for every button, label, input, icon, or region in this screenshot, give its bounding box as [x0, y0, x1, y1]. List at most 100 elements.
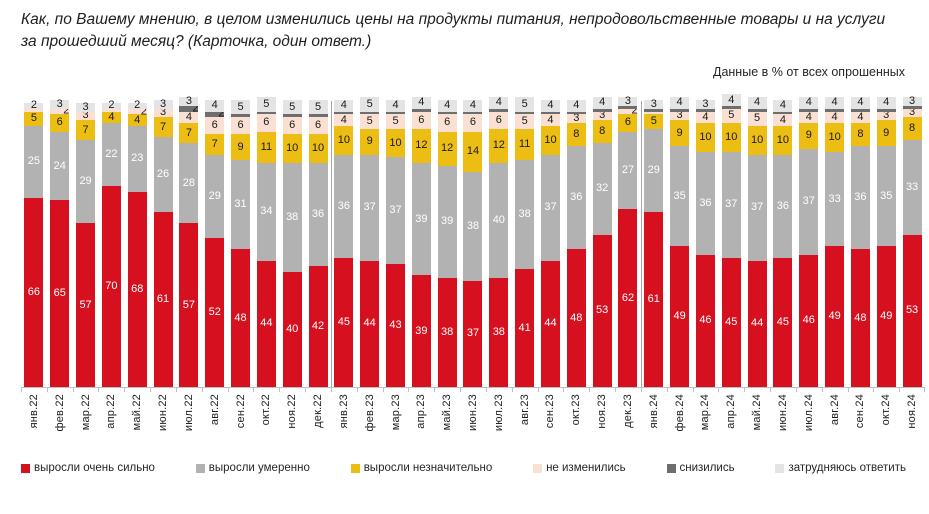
bar-slot-июл.24: 46 37 9 4 4 [796, 97, 822, 387]
stacked-bar-июл.22: 57 28 7 4 2 3 [179, 95, 199, 387]
stacked-bar-авг.23: 41 38 11 5 5 [515, 97, 535, 387]
bar-segment: 36 [773, 154, 793, 258]
axis-tick [899, 388, 901, 392]
x-axis-label-окт.22: окт.22 [253, 394, 279, 450]
bar-segment: 36 [695, 151, 715, 255]
bar-segment: 5 [386, 114, 405, 129]
x-axis-label-text: авг.22 [208, 394, 221, 426]
bar-segment: 31 [231, 160, 251, 250]
legend-item: выросли незначительно [350, 462, 492, 474]
bar-segment: 49 [670, 246, 690, 387]
bar-segment: 37 [799, 148, 819, 255]
bar-segment: 5 [308, 100, 328, 115]
x-axis-label-text: апр.22 [105, 394, 118, 429]
stacked-bar-янв.24: 61 29 5 3 [644, 98, 664, 387]
stacked-bar-янв.22: 66 25 5 2 [24, 100, 44, 387]
bar-segment [437, 111, 457, 115]
stacked-bar-ноя.22: 40 38 10 6 5 [282, 100, 302, 387]
bar-segment: 49 [876, 246, 896, 387]
bar-segment: 4 [540, 100, 560, 112]
stacked-bar-окт.24: 49 35 9 3 4 [876, 97, 896, 387]
bar-segment: 2 [24, 100, 44, 111]
bar-segment: 12 [437, 131, 457, 167]
bar-segment: 5 [360, 114, 380, 129]
x-axis-label-июл.24: июл.24 [796, 394, 822, 450]
bar-segment: 44 [747, 260, 767, 387]
bar-segment [489, 108, 509, 112]
bar-segment: 34 [256, 163, 276, 261]
x-axis-label-text: мар.23 [389, 394, 402, 431]
x-axis-label-text: окт.23 [570, 394, 583, 426]
x-axis-label-ноя.22: ноя.22 [279, 394, 305, 450]
bar-segment: 3 [902, 95, 922, 106]
x-axis-label-май.23: май.23 [434, 394, 460, 450]
bar-segment: 4 [101, 111, 121, 123]
axis-tick [847, 388, 849, 392]
axis-tick [924, 388, 925, 392]
bar-segment: 4 [721, 94, 741, 106]
stacked-bar-ноя.24: 53 33 8 3 3 [902, 95, 922, 387]
bar-segment: 3 [50, 98, 70, 109]
x-axis-label-text: янв.22 [27, 394, 40, 429]
bar-segment: 35 [670, 145, 690, 247]
x-axis-label-окт.23: окт.23 [563, 394, 589, 450]
bar-segment: 6 [411, 111, 431, 129]
bar-segment: 4 [179, 111, 199, 123]
bar-segment [644, 108, 664, 112]
bar-segment: 33 [825, 151, 845, 247]
bar-slot-фев.23: 44 37 9 5 5 [357, 97, 383, 387]
bar-segment: 57 [76, 223, 96, 387]
bar-segment: 36 [566, 145, 586, 250]
bar-slot-апр.22: 70 22 4 2 [98, 100, 124, 387]
bar-slot-окт.24: 49 35 9 3 4 [873, 97, 899, 387]
bar-segment: 2 [101, 100, 121, 111]
bar-segment: 2 [50, 105, 69, 116]
bar-segment: 46 [799, 254, 819, 387]
bar-slot-авг.22: 52 29 7 6 2 4 [202, 100, 228, 387]
bar-segment: 37 [747, 154, 767, 261]
stacked-bar-май.23: 38 39 12 6 4 [437, 100, 457, 387]
x-axis-label-text: сен.24 [854, 394, 867, 429]
x-axis-label-июл.23: июл.23 [486, 394, 512, 450]
bar-segment [721, 105, 741, 109]
legend-swatch-icon [195, 463, 205, 473]
legend-item: затрудняюсь ответить [775, 462, 906, 474]
stacked-bar-фев.24: 49 35 9 3 4 [670, 97, 690, 387]
x-axis-label-дек.23: дек.23 [615, 394, 641, 450]
bar-segment: 5 [515, 97, 535, 112]
axis-tick [537, 388, 539, 392]
bar-slot-апр.24: 45 37 10 5 4 [718, 94, 744, 387]
bar-segment: 6 [231, 117, 251, 135]
bar-segment: 2 [205, 108, 224, 119]
bar-segment: 4 [334, 100, 354, 112]
bar-segment: 10 [540, 125, 560, 155]
bar-segment: 6 [618, 114, 638, 132]
bar-segment: 38 [463, 171, 483, 281]
bar-segment: 53 [902, 234, 922, 387]
stacked-bar-ноя.23: 53 32 8 3 4 [592, 97, 612, 387]
x-axis-label-text: дек.23 [621, 394, 634, 428]
stacked-bar-апр.24: 45 37 10 5 4 [721, 94, 741, 387]
bar-segment: 38 [282, 163, 302, 273]
bar-segment: 9 [799, 122, 819, 149]
bar-segment: 6 [282, 117, 302, 135]
bar-slot-мар.22: 57 29 7 3 3 [73, 101, 99, 387]
x-axis-label-text: май.22 [131, 394, 144, 431]
bar-segment: 5 [515, 114, 535, 129]
bar-segment: 37 [721, 151, 741, 258]
bar-segment: 37 [360, 154, 380, 261]
bar-segment: 5 [24, 111, 44, 126]
bar-segment [334, 111, 354, 115]
stacked-bar-chart: 66 25 5 2 65 24 6 2 3 57 29 7 3 3 70 22 4 2 68 23 4 2 2 61 26 7 3 3… [21, 94, 925, 387]
bar-segment: 10 [282, 134, 302, 164]
bar-segment: 4 [747, 97, 767, 109]
legend-item: не изменились [533, 462, 626, 474]
bar-slot-мар.24: 46 36 10 4 3 [693, 98, 719, 387]
bar-segment: 4 [850, 97, 870, 109]
bar-segment: 39 [411, 275, 431, 387]
bar-slot-июн.23: 37 38 14 6 4 [460, 100, 486, 387]
chart-title: Как, по Вашему мнению, в целом изменилис… [21, 11, 886, 50]
bar-segment: 2 [179, 103, 199, 114]
bar-segment: 45 [334, 257, 354, 387]
bar-slot-окт.22: 44 34 11 6 5 [253, 97, 279, 387]
